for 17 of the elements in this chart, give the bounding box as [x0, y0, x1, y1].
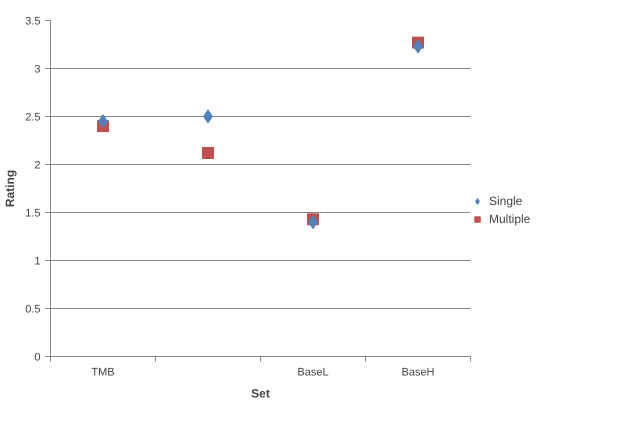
y-tick-label: 3.5 — [25, 16, 41, 28]
x-tick-label: BaseL — [297, 366, 329, 378]
legend-label: Single — [489, 194, 522, 208]
point — [203, 110, 213, 124]
y-tick-label: 1.5 — [25, 208, 41, 220]
point — [202, 146, 214, 159]
y-axis-title: Rating — [3, 170, 18, 208]
y-tick-label: 2 — [34, 160, 41, 172]
legend-label: Multiple — [489, 212, 530, 226]
x-tick-label: TMB — [91, 366, 115, 378]
y-tick-label: 0.5 — [25, 304, 41, 316]
x-axis-title: Set — [251, 386, 270, 400]
y-tick-label: 2.5 — [25, 112, 41, 124]
x-tick-label: BaseH — [401, 366, 435, 378]
y-tick-label: 0 — [34, 352, 41, 364]
y-tick-label: 1 — [34, 256, 41, 268]
y-tick-label: 3 — [34, 64, 41, 76]
